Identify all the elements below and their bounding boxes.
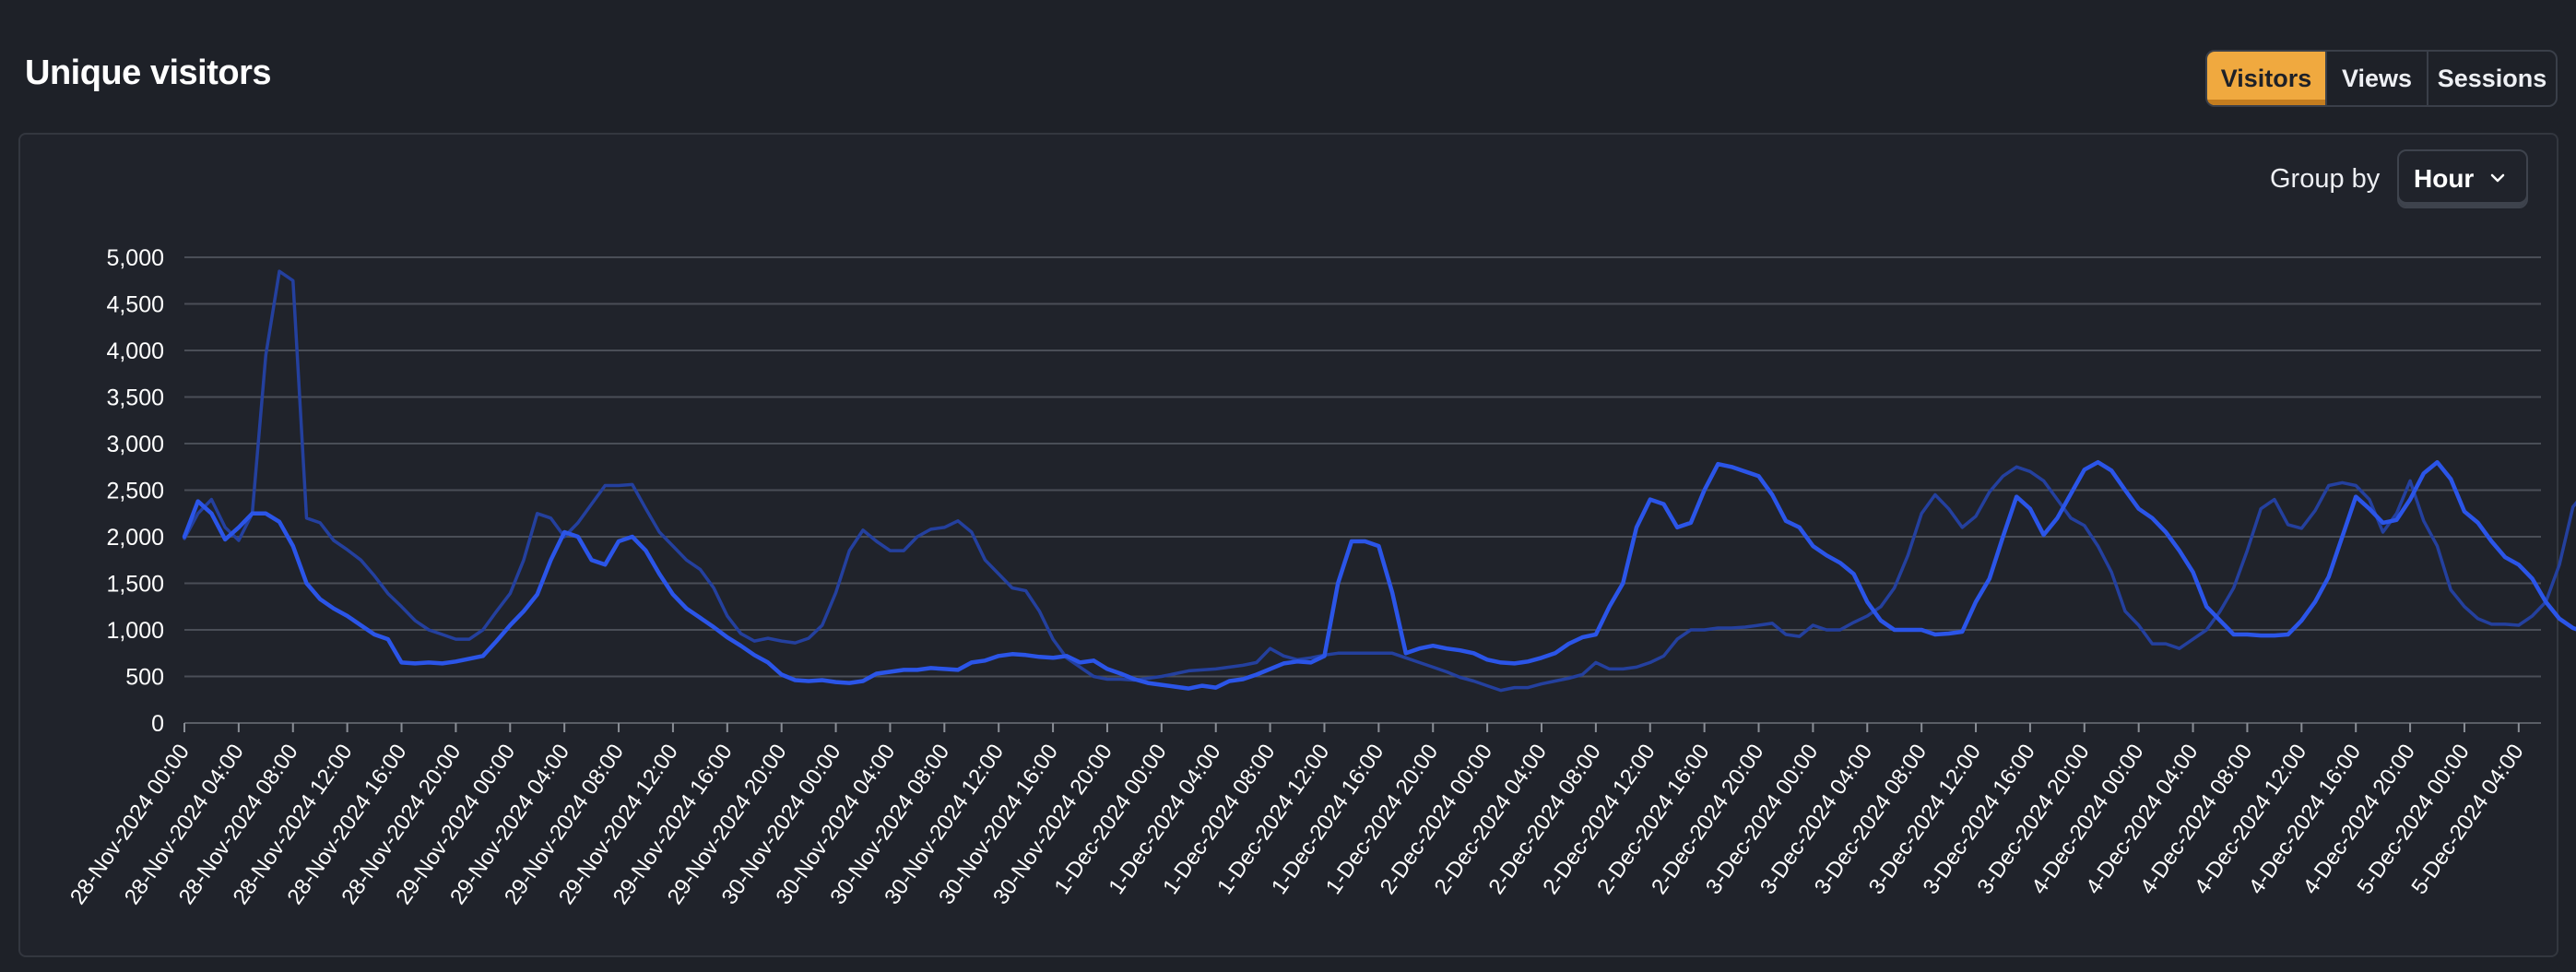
metric-toggle: Visitors Views Sessions [2205,50,2558,107]
page-title: Unique visitors [25,53,272,92]
y-tick-label: 2,500 [106,479,164,504]
y-tick-label: 3,500 [106,385,164,411]
grid-lines [184,256,2541,724]
group-by-value: Hour [2414,164,2475,193]
series-lines [182,269,2576,693]
y-tick-label: 4,500 [106,292,164,318]
current-series-line [182,459,2576,691]
y-tick-label: 3,000 [106,432,164,457]
chart-panel [18,133,2558,957]
chevron-down-icon [2490,173,2505,183]
y-tick-label: 4,000 [106,338,164,364]
sessions-tab[interactable]: Sessions [2427,52,2556,105]
y-axis: 0 500 1,000 1,500 2,000 2,500 3,000 3,500 4,000 4… [106,245,164,737]
group-by-label: Group by [2270,164,2381,194]
visitors-tab[interactable]: Visitors [2207,52,2325,105]
y-tick-label: 1,000 [106,618,164,644]
y-tick-label: 5,000 [106,245,164,271]
y-tick-label: 1,500 [106,572,164,598]
y-tick-label: 0 [151,711,164,737]
y-tick-label: 500 [125,665,164,691]
group-by-select[interactable]: Hour [2397,149,2528,208]
previous-series-line [183,269,2576,693]
views-tab[interactable]: Views [2325,52,2427,105]
y-tick-label: 2,000 [106,525,164,551]
